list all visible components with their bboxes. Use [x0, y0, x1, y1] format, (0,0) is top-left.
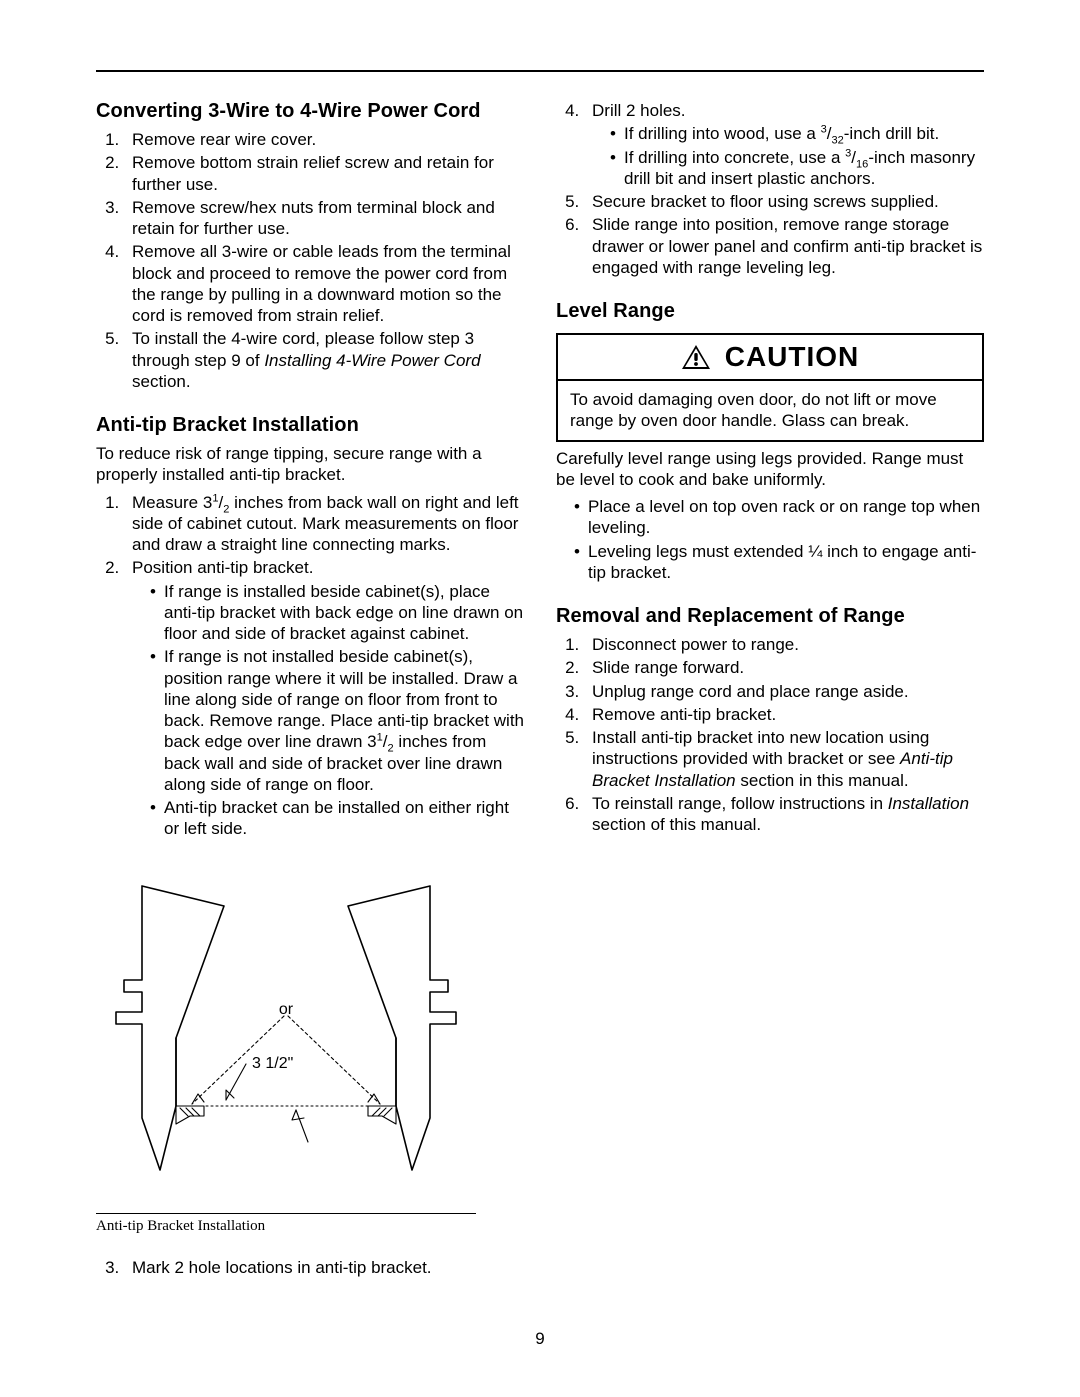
- two-column-layout: Converting 3-Wire to 4-Wire Power Cord R…: [96, 100, 984, 1280]
- bullet-item: Place a level on top oven rack or on ran…: [574, 496, 984, 539]
- bullet-item: If drilling into wood, use a 3/32-inch d…: [610, 123, 984, 144]
- heading-level-range: Level Range: [556, 300, 984, 323]
- list-item: Slide range forward.: [584, 657, 984, 678]
- list-item: Remove rear wire cover.: [124, 129, 524, 150]
- level-paragraph: Carefully level range using legs provide…: [556, 448, 984, 491]
- top-rule: [96, 70, 984, 72]
- antitip-diagram-svg: or 3 1/2": [96, 868, 476, 1198]
- caution-header: CAUTION: [558, 335, 982, 381]
- level-bullets: Place a level on top oven rack or on ran…: [556, 496, 984, 583]
- figure-caption: Anti-tip Bracket Installation: [96, 1218, 524, 1235]
- text-italic: Installation: [888, 794, 969, 813]
- text: section in this manual.: [736, 771, 909, 790]
- figure-dimension-label: 3 1/2": [252, 1055, 293, 1072]
- figure-or-label: or: [279, 1001, 294, 1018]
- text: To reinstall range, follow instructions …: [592, 794, 888, 813]
- text: section.: [132, 372, 191, 391]
- text: Install anti-tip bracket into new locati…: [592, 728, 929, 768]
- heading-converting: Converting 3-Wire to 4-Wire Power Cord: [96, 100, 524, 123]
- bullet-item: If drilling into concrete, use a 3/16-in…: [610, 147, 984, 190]
- list-item: To install the 4-wire cord, please follo…: [124, 328, 524, 392]
- frac-sup: 1: [377, 732, 383, 744]
- heading-antitip: Anti-tip Bracket Installation: [96, 414, 524, 437]
- left-column: Converting 3-Wire to 4-Wire Power Cord R…: [96, 100, 524, 1280]
- text: -inch drill bit.: [844, 124, 939, 143]
- bullet-item: Leveling legs must extended ¼ inch to en…: [574, 541, 984, 584]
- list-item: Slide range into position, remove range …: [584, 214, 984, 278]
- bullet-item: If range is not installed beside cabinet…: [150, 646, 524, 795]
- drill-sub-bullets: If drilling into wood, use a 3/32-inch d…: [592, 123, 984, 189]
- bullet-item: Anti-tip bracket can be installed on eit…: [150, 797, 524, 840]
- list-item: Remove bottom strain relief screw and re…: [124, 152, 524, 195]
- list-item: To reinstall range, follow instructions …: [584, 793, 984, 836]
- list-item: Unplug range cord and place range aside.: [584, 681, 984, 702]
- text: section of this manual.: [592, 815, 761, 834]
- list-item: Remove all 3-wire or cable leads from th…: [124, 241, 524, 326]
- text: Position anti-tip bracket.: [132, 558, 313, 577]
- right-column: Drill 2 holes. If drilling into wood, us…: [556, 100, 984, 1280]
- frac-sup: 1: [212, 492, 218, 504]
- figure-rule: [96, 1213, 476, 1214]
- list-item: Secure bracket to floor using screws sup…: [584, 191, 984, 212]
- antitip-figure: or 3 1/2" Anti-tip Bracket Installation: [96, 868, 524, 1235]
- text: Drill 2 holes.: [592, 101, 686, 120]
- list-item: Position anti-tip bracket. If range is i…: [124, 557, 524, 839]
- text: Measure 3: [132, 493, 212, 512]
- text: If drilling into wood, use a: [624, 124, 821, 143]
- page-number: 9: [0, 1329, 1080, 1349]
- list-item: Disconnect power to range.: [584, 634, 984, 655]
- warning-icon: [681, 344, 711, 370]
- removal-steps: Disconnect power to range. Slide range f…: [556, 634, 984, 835]
- heading-removal: Removal and Replacement of Range: [556, 605, 984, 628]
- drill-steps: Drill 2 holes. If drilling into wood, us…: [556, 100, 984, 278]
- list-item: Measure 31/2 inches from back wall on ri…: [124, 492, 524, 556]
- frac-sub: 32: [831, 135, 843, 147]
- convert-steps: Remove rear wire cover. Remove bottom st…: [96, 129, 524, 392]
- antitip-steps-continued: Mark 2 hole locations in anti-tip bracke…: [96, 1257, 524, 1278]
- frac-sup: 3: [821, 124, 827, 136]
- frac-sup: 3: [845, 147, 851, 159]
- list-item: Install anti-tip bracket into new locati…: [584, 727, 984, 791]
- bullet-item: If range is installed beside cabinet(s),…: [150, 581, 524, 645]
- antitip-intro: To reduce risk of range tipping, secure …: [96, 443, 524, 486]
- caution-box: CAUTION To avoid damaging oven door, do …: [556, 333, 984, 442]
- list-item: Remove anti-tip bracket.: [584, 704, 984, 725]
- antitip-steps: Measure 31/2 inches from back wall on ri…: [96, 492, 524, 840]
- text: If drilling into concrete, use a: [624, 148, 845, 167]
- list-item: Remove screw/hex nuts from terminal bloc…: [124, 197, 524, 240]
- manual-page: Converting 3-Wire to 4-Wire Power Cord R…: [0, 0, 1080, 1397]
- list-item: Mark 2 hole locations in anti-tip bracke…: [124, 1257, 524, 1278]
- text-italic: Installing 4-Wire Power Cord: [264, 351, 480, 370]
- caution-label: CAUTION: [725, 341, 860, 373]
- caution-body: To avoid damaging oven door, do not lift…: [570, 389, 970, 432]
- list-item: Drill 2 holes. If drilling into wood, us…: [584, 100, 984, 189]
- antitip-sub-bullets: If range is installed beside cabinet(s),…: [132, 581, 524, 840]
